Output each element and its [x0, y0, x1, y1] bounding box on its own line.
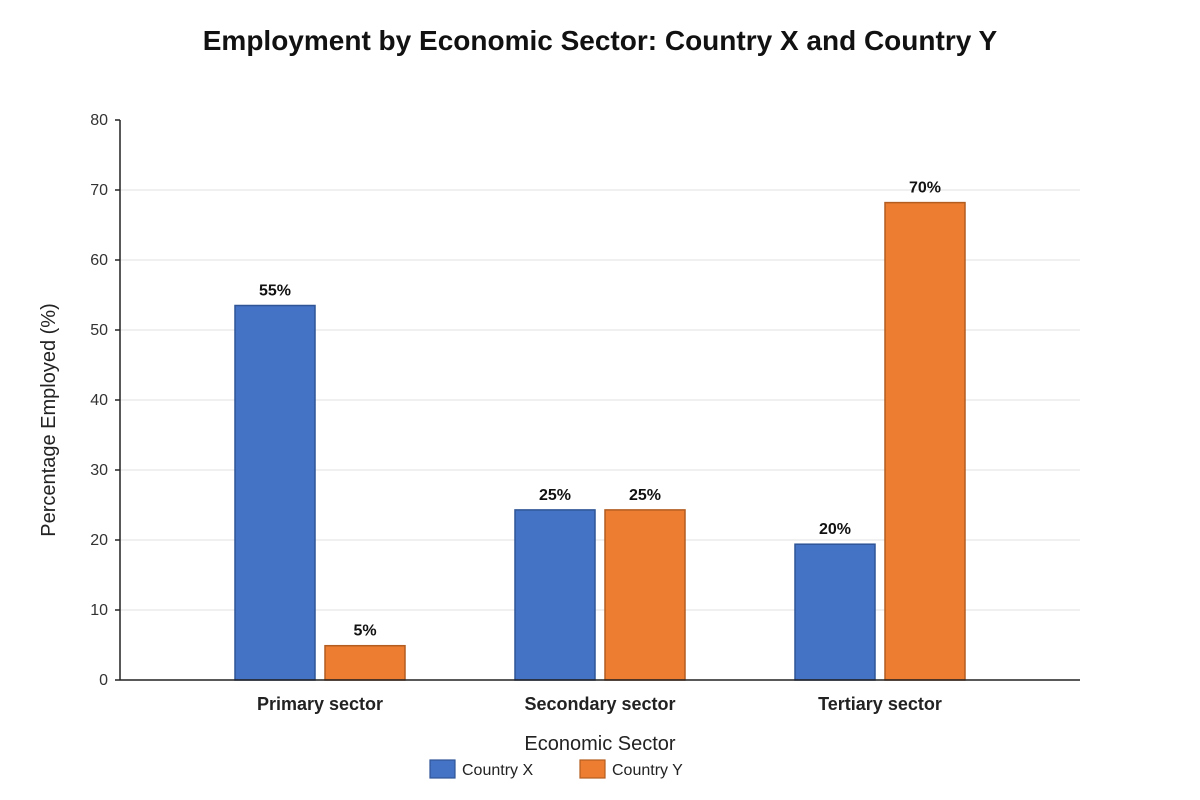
chart-title: Employment by Economic Sector: Country X… — [203, 25, 998, 56]
data-label: 70% — [909, 180, 941, 197]
data-label: 55% — [259, 283, 291, 300]
y-tick-label: 60 — [90, 252, 108, 269]
y-tick-label: 40 — [90, 392, 108, 409]
data-label: 5% — [353, 623, 376, 640]
x-axis-label: Economic Sector — [524, 733, 676, 755]
y-tick-label: 50 — [90, 322, 108, 339]
y-axis: 0 10 20 30 40 50 60 70 80 — [90, 112, 121, 689]
data-labels: 55% 5% 25% 25% 20% 70% — [259, 180, 941, 640]
y-axis-label: Percentage Employed (%) — [38, 303, 60, 536]
bars — [234, 201, 966, 681]
y-tick-label: 70 — [90, 182, 108, 199]
data-label: 25% — [539, 487, 571, 504]
legend: Country X Country Y — [429, 759, 683, 779]
bar-country-y — [324, 644, 406, 681]
x-tick-label: Tertiary sector — [818, 694, 942, 714]
y-tick-label: 20 — [90, 532, 108, 549]
y-tick-label: 80 — [90, 112, 108, 129]
bar-country-x — [794, 543, 876, 681]
y-tick-label: 30 — [90, 462, 108, 479]
bar-country-x — [234, 304, 316, 681]
data-label: 20% — [819, 521, 851, 538]
y-tick-label: 0 — [99, 672, 108, 689]
x-tick-label: Secondary sector — [524, 694, 675, 714]
data-label: 25% — [629, 487, 661, 504]
bar-country-y — [884, 201, 966, 681]
legend-swatch — [429, 759, 456, 779]
x-axis: Primary sector Secondary sector Tertiary s… — [120, 679, 1080, 714]
y-tick-label: 10 — [90, 602, 108, 619]
legend-label: Country X — [462, 762, 533, 779]
bar-country-x — [514, 509, 596, 681]
legend-label: Country Y — [612, 762, 683, 779]
x-tick-label: Primary sector — [257, 694, 383, 714]
legend-swatch — [579, 759, 606, 779]
bar-country-y — [604, 509, 686, 681]
